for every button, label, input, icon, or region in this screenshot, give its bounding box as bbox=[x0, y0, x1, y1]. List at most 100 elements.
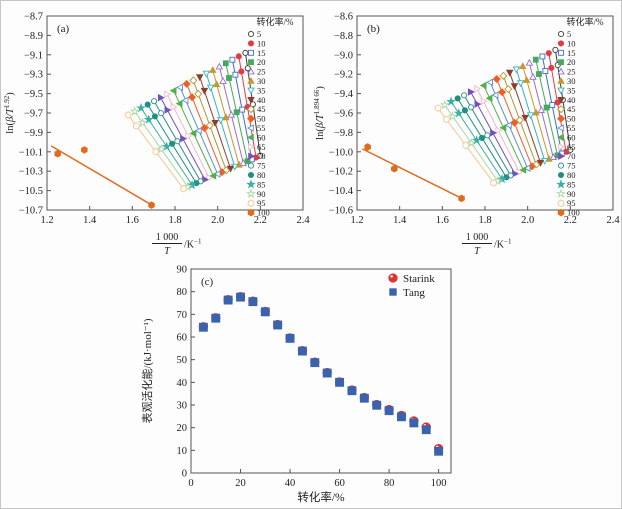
legend-entry-label: 75 bbox=[257, 161, 266, 171]
series-markers-70 bbox=[157, 93, 209, 184]
panel-label: (a) bbox=[57, 23, 70, 35]
y-tick-label: −10.5 bbox=[19, 186, 43, 197]
x-axis-label-numerator: 1 000 bbox=[466, 232, 489, 243]
x-tick-label: 60 bbox=[334, 478, 345, 489]
x-tick-label: 2.2 bbox=[254, 215, 267, 226]
legend-entry-label: Starink bbox=[403, 273, 435, 285]
legend-entry-label: 5 bbox=[567, 29, 571, 39]
x-tick-label: 40 bbox=[285, 478, 296, 489]
y-tick-label: −8.7 bbox=[24, 12, 43, 23]
series-markers-40 bbox=[506, 69, 545, 167]
series-markers-Starink bbox=[198, 292, 444, 454]
panel-label: (b) bbox=[367, 23, 380, 35]
legend-entry-label: 55 bbox=[567, 123, 576, 133]
y-tick-label: 50 bbox=[177, 355, 188, 366]
y-tick-label: −9.7 bbox=[24, 109, 43, 120]
legend-entry-label: 95 bbox=[567, 198, 576, 208]
x-axis-label-unit: /K−1 bbox=[494, 238, 512, 251]
series-markers-45 bbox=[499, 71, 541, 169]
series-markers-65 bbox=[474, 85, 524, 176]
legend: 转化率/% 51015202530354045505560657075808590… bbox=[246, 16, 294, 218]
legend-entry-label: 10 bbox=[257, 38, 266, 48]
x-tick-label: 1.6 bbox=[126, 215, 139, 226]
x-tick-label: 1.4 bbox=[83, 215, 97, 226]
legend-entry-label: 80 bbox=[257, 170, 266, 180]
series-markers-30 bbox=[519, 62, 553, 162]
series-100 bbox=[361, 148, 465, 201]
series-markers-75 bbox=[151, 98, 204, 185]
series-markers-5 bbox=[242, 49, 264, 159]
plot-border bbox=[190, 268, 452, 474]
x-tick-label: 1.6 bbox=[436, 215, 449, 226]
x-tick-label: 1.8 bbox=[168, 215, 181, 226]
series-markers-55 bbox=[486, 78, 531, 172]
y-tick-label: −9.3 bbox=[24, 70, 43, 81]
series-layer bbox=[361, 46, 574, 203]
series-markers-90 bbox=[439, 99, 503, 186]
legend-entry-label: 15 bbox=[257, 48, 266, 58]
y-tick-label: 70 bbox=[177, 310, 188, 321]
y-tick-label: −9.5 bbox=[24, 89, 43, 100]
y-tick-label: −10.6 bbox=[329, 206, 353, 217]
legend-entry-label: 50 bbox=[567, 114, 576, 124]
y-tick-label: −9.4 bbox=[334, 89, 354, 100]
legend-entry-label: 40 bbox=[567, 95, 576, 105]
x-tick-label: 2.0 bbox=[211, 215, 224, 226]
series-markers-60 bbox=[169, 87, 217, 180]
legend-entry-label: 15 bbox=[567, 48, 576, 58]
y-tick-label: −10.1 bbox=[19, 147, 43, 158]
axes: 1.2 1.4 1.6 1.8 2.0 2.2 2.4 −10.7 −10.5 −10.3 −10.… bbox=[19, 12, 311, 227]
series-markers-15 bbox=[229, 56, 255, 163]
legend-entry-label: 95 bbox=[257, 198, 266, 208]
fit-line bbox=[361, 148, 465, 201]
x-tick-label: 1.8 bbox=[478, 215, 491, 226]
y-tick-label: 20 bbox=[177, 423, 188, 434]
x-tick-label: 20 bbox=[235, 478, 246, 489]
legend-entry-label: 25 bbox=[257, 67, 266, 77]
legend-entry-label: 45 bbox=[567, 104, 576, 114]
series-layer bbox=[198, 292, 444, 456]
y-tick-label: −10.0 bbox=[329, 147, 353, 158]
y-tick-label: 90 bbox=[177, 265, 188, 276]
legend-entry-label: 25 bbox=[567, 67, 576, 77]
legend-entry-label: 90 bbox=[567, 189, 576, 199]
legend-entry-label: 70 bbox=[257, 151, 266, 161]
series-markers-100 bbox=[364, 143, 465, 203]
legend-entry-label: 75 bbox=[567, 161, 576, 171]
x-axis-label-numerator: 1 000 bbox=[156, 232, 179, 243]
series-markers-60 bbox=[479, 81, 527, 174]
series-markers-Tang bbox=[198, 292, 444, 456]
series-markers-65 bbox=[164, 90, 214, 182]
y-tick-label: 40 bbox=[177, 378, 188, 389]
y-axis-label: ln(β/T1.894 66) bbox=[313, 86, 326, 140]
x-tick-label: 1.4 bbox=[393, 215, 407, 226]
legend-entry-label: 10 bbox=[567, 38, 576, 48]
legend-entry-label: 55 bbox=[257, 123, 266, 133]
legend-entry-label: 100 bbox=[567, 208, 580, 218]
x-tick-label: 0 bbox=[188, 478, 193, 489]
x-tick-label: 2.4 bbox=[296, 215, 310, 226]
y-tick-label: −9.8 bbox=[334, 128, 353, 139]
series-layer bbox=[50, 49, 264, 209]
series-markers-85 bbox=[446, 96, 507, 184]
legend-entry-label: 70 bbox=[567, 151, 576, 161]
y-axis-label: ln(β/T1.92) bbox=[3, 92, 16, 134]
series-markers-40 bbox=[196, 74, 235, 173]
x-tick-label: 2.0 bbox=[521, 215, 534, 226]
series-markers-85 bbox=[136, 102, 197, 190]
y-tick-label: −9.2 bbox=[334, 70, 353, 81]
x-axis-label-unit: /K−1 bbox=[184, 238, 202, 251]
legend: Starink Tang bbox=[388, 273, 435, 299]
y-tick-label: −8.8 bbox=[334, 31, 353, 42]
y-tick-label: −9.6 bbox=[334, 109, 353, 120]
x-tick-label: 80 bbox=[384, 478, 395, 489]
y-tick-label: 60 bbox=[177, 333, 188, 344]
legend-entry-label: 40 bbox=[257, 95, 266, 105]
legend-entry-label: 50 bbox=[257, 114, 266, 124]
y-tick-label: 80 bbox=[177, 287, 188, 298]
y-tick-label: −10.3 bbox=[19, 167, 43, 178]
legend: 转化率/% 51015202530354045505560657075808590… bbox=[556, 16, 604, 218]
series-markers-90 bbox=[129, 106, 193, 191]
series-markers-50 bbox=[182, 79, 226, 177]
